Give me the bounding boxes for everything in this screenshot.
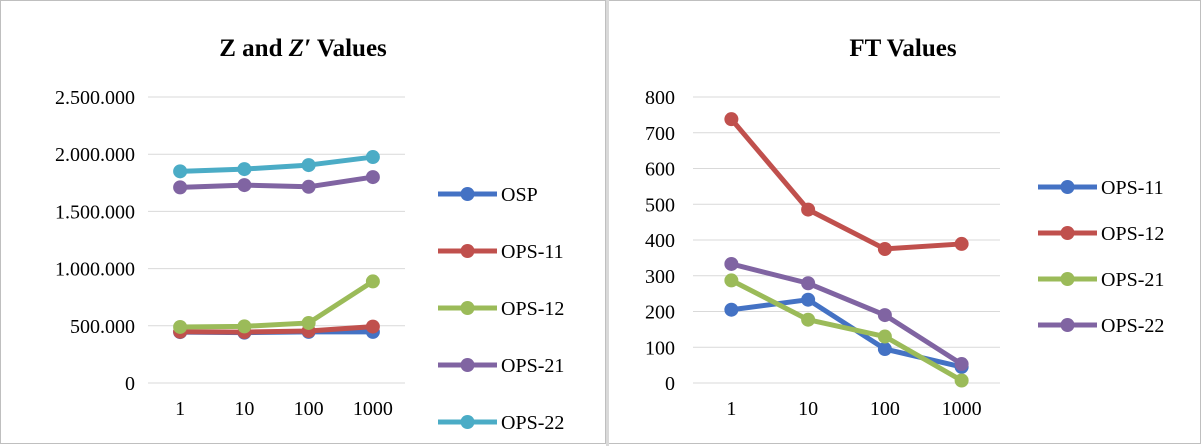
- data-point-ops-22: [237, 162, 252, 177]
- data-point-ops-12: [877, 241, 892, 256]
- y-tick-label: 300: [645, 266, 675, 288]
- x-tick-label: 1000: [353, 398, 393, 420]
- legend-swatch-marker: [1060, 226, 1075, 240]
- data-point-ops-22: [801, 276, 816, 291]
- series-line-ops-12: [177, 278, 376, 330]
- y-tick-label: 2.000.000: [55, 144, 135, 166]
- y-tick-label: 700: [645, 123, 675, 145]
- legend-swatch-marker: [460, 415, 475, 429]
- x-tick-label: 1: [175, 398, 185, 420]
- data-point-ops-11: [801, 292, 816, 307]
- y-tick-label: 500.000: [70, 316, 135, 338]
- legend-swatch-marker: [460, 358, 475, 372]
- legend-swatch-marker: [460, 301, 475, 315]
- x-tick-label: 100: [294, 398, 324, 420]
- data-point-ops-21: [954, 373, 969, 388]
- x-tick-label: 100: [870, 398, 900, 420]
- y-tick-label: 500: [645, 194, 675, 216]
- chart-title-z-part-3: Values: [311, 35, 387, 62]
- y-tick-label: 1.000.000: [55, 259, 135, 281]
- data-point-ops-11: [365, 319, 380, 334]
- legend-label: OPS-21: [1101, 269, 1164, 291]
- y-tick-label: 0: [665, 373, 675, 395]
- y-tick-label: 200: [645, 302, 675, 324]
- legend-swatch-marker: [1060, 272, 1075, 286]
- data-point-ops-11: [724, 302, 739, 317]
- data-point-ops-12: [301, 315, 316, 330]
- legend-label: OPS-12: [501, 298, 564, 320]
- data-point-ops-22: [954, 357, 969, 372]
- y-tick-label: 2.500.000: [55, 87, 135, 109]
- legend-label: OPS-12: [1101, 223, 1164, 245]
- data-point-ops-12: [173, 319, 188, 334]
- x-tick-label: 1000: [942, 398, 982, 420]
- series-line-ops-12: [728, 116, 965, 252]
- data-point-ops-12: [954, 236, 969, 251]
- data-point-ops-21: [724, 273, 739, 288]
- chart-title-ft: FT Values: [849, 35, 956, 62]
- data-point-ops-21: [237, 178, 252, 193]
- data-point-ops-22: [724, 256, 739, 271]
- series-line-ops-11: [728, 297, 965, 370]
- chart-title-z-part-2: Z′: [288, 35, 311, 62]
- x-tick-label: 10: [234, 398, 254, 420]
- data-point-ops-22: [365, 150, 380, 165]
- y-tick-label: 0: [125, 373, 135, 395]
- data-point-ops-12: [724, 112, 739, 127]
- x-tick-label: 1: [726, 398, 736, 420]
- y-tick-label: 1.500.000: [55, 201, 135, 223]
- data-point-ops-21: [365, 170, 380, 185]
- legend-label: OPS-11: [501, 241, 564, 263]
- x-tick-label: 10: [798, 398, 818, 420]
- data-point-ops-21: [173, 180, 188, 195]
- series-line-ops-22: [728, 261, 965, 367]
- chart-title-z-part-1: Z and: [219, 35, 288, 62]
- data-point-ops-11: [877, 342, 892, 357]
- plot-ft-values: 0 100 200 300 400 500 600 700 800 1 10 100 1000 OPS-1…: [645, 87, 1164, 420]
- legend-swatch-marker: [1060, 318, 1075, 332]
- chart-z-values: [0, 0, 606, 444]
- series-line-ops-22: [177, 154, 376, 174]
- data-point-ops-21: [877, 329, 892, 344]
- plot-z-values: 0 500.000 1.000.000 1.500.000 2.000.000 2.500…: [55, 87, 564, 434]
- data-point-ops-22: [301, 158, 316, 173]
- y-tick-label: 600: [645, 159, 675, 181]
- chart-divider: [606, 0, 609, 446]
- legend-swatch-marker: [460, 244, 475, 258]
- data-point-ops-12: [365, 274, 380, 289]
- legend-label: OPS-11: [1101, 177, 1164, 199]
- data-point-ops-22: [173, 164, 188, 179]
- series-line-ops-21: [177, 174, 376, 190]
- legend-label: OPS-22: [1101, 315, 1164, 337]
- legend-swatch-marker: [460, 187, 475, 201]
- data-point-ops-22: [877, 308, 892, 323]
- data-point-ops-12: [237, 319, 252, 334]
- data-point-ops-21: [301, 179, 316, 194]
- series-line-ops-21: [728, 277, 965, 383]
- data-point-ops-21: [801, 312, 816, 327]
- chart-title-z: Z and Z′ Values: [219, 35, 387, 62]
- y-tick-label: 800: [645, 87, 675, 109]
- legend-label: OSP: [501, 184, 538, 206]
- legend-swatch-marker: [1060, 180, 1075, 194]
- series-line-ops-11: [177, 324, 376, 335]
- data-point-ops-12: [801, 202, 816, 217]
- y-tick-label: 400: [645, 230, 675, 252]
- legend-label: OPS-22: [501, 412, 564, 434]
- legend-label: OPS-21: [501, 355, 564, 377]
- chart-ft-values: [607, 0, 1201, 444]
- y-tick-label: 100: [645, 337, 675, 359]
